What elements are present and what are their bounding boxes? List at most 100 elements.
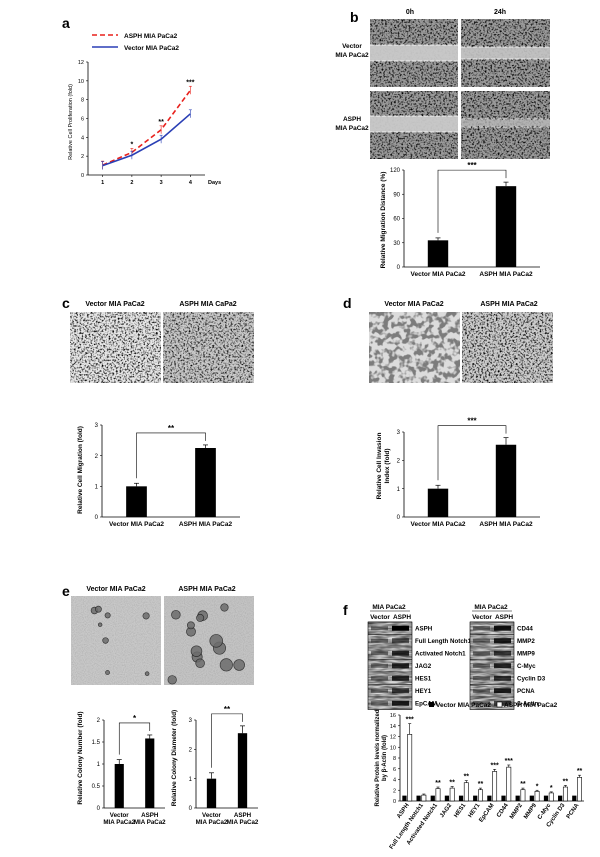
y-tick-label: 90 [393, 192, 400, 198]
colony [220, 603, 229, 612]
y-tick-label: 0 [397, 265, 401, 271]
blot-texture [368, 634, 412, 647]
y-tick-label: 0 [397, 515, 401, 521]
bar [126, 486, 147, 517]
significance-bracket [136, 432, 206, 479]
blot-texture [470, 672, 514, 685]
colony [195, 658, 205, 669]
significance-label: ** [577, 768, 583, 775]
colony [102, 637, 109, 644]
blot-band-asph [392, 663, 409, 669]
y-tick-label: 1 [189, 777, 193, 783]
x-category-label: ASPH [396, 803, 410, 820]
legend-swatch-vector [429, 702, 434, 707]
blot-band-vector [371, 663, 388, 668]
blot-band-asph [392, 638, 409, 644]
y-tick-label: 0 [81, 173, 84, 179]
blot-band-asph [392, 688, 409, 694]
col-header-0h: 0h [406, 9, 414, 16]
y-tick-label: 2 [397, 459, 401, 465]
blot-protein-label: Activated Notch1 [415, 650, 466, 657]
blot-texture [368, 672, 412, 685]
colony [196, 613, 205, 622]
significance-bracket [211, 713, 243, 768]
blot-band-vector [473, 626, 490, 631]
scratch-image-vector-0h [370, 19, 458, 87]
bar-vector [430, 795, 435, 801]
y-tick-label: 30 [393, 241, 400, 247]
colony [97, 622, 103, 627]
bar [427, 488, 449, 517]
blot-band-vector [371, 651, 388, 656]
blot-texture [368, 684, 412, 697]
blot-band-vector [371, 676, 388, 681]
bar-asph [478, 789, 483, 802]
y-axis-label: Relative Protein levels normalized [375, 709, 381, 806]
panel-a: ASPH MIA PaCa2 Vector MIA PaCa2 Relative… [68, 33, 221, 186]
bar-vector [458, 795, 464, 801]
panel-f: MIA PaCa2 Vector ASPH MIA PaCa2 Vector A… [367, 604, 584, 851]
significance-label: *** [467, 161, 477, 170]
bar-asph [520, 789, 526, 802]
significance-bracket [437, 425, 507, 481]
y-tick-label: 120 [390, 168, 401, 174]
significance-label: * [131, 141, 134, 148]
x-category-label: ASPH MIA PaCa2 [179, 521, 233, 528]
x-category-label: HEY1 [468, 802, 482, 819]
row-label-asph-line2: MIA PaCa2 [335, 125, 369, 132]
bar [495, 444, 517, 517]
blot-protein-label: HEY1 [415, 688, 432, 695]
significance-label: * [536, 783, 539, 790]
y-tick-label: 3 [95, 423, 99, 429]
y-tick-label: 12 [78, 60, 84, 66]
panel-letter-e: e [62, 583, 70, 599]
bar [427, 240, 449, 267]
lane-label-vector-right: Vector [472, 614, 492, 621]
image-title-asph: ASPH MIA PaCa2 [480, 301, 537, 308]
x-category-label: ASPH [141, 812, 159, 819]
bar-vector [487, 795, 492, 801]
blot-protein-label: PCNA [517, 688, 535, 695]
x-category-label: Vector [202, 812, 222, 819]
blot-texture [470, 697, 514, 710]
legend-label-asph: ASPH MIA PaCa2 [124, 33, 178, 40]
panel-letter-c: c [62, 295, 70, 311]
y-axis-label-line2: Index (fold) [384, 448, 391, 483]
bar-vector [402, 795, 407, 801]
panel-d: Vector MIA PaCa2 ASPH MIA PaCa2 Relative… [369, 301, 553, 528]
x-category-label: MIA PaCa2 [227, 819, 259, 826]
panel-c: Vector MIA PaCa2 ASPH MIA CaPa2 Relative… [70, 301, 254, 528]
bar [114, 764, 124, 808]
significance-label: ** [449, 779, 455, 786]
western-blots: ASPH Full Length Notch1 Activated Notch1 JA… [367, 621, 546, 710]
colony [95, 605, 102, 613]
significance-bracket [437, 169, 507, 233]
bar-vector [529, 795, 534, 801]
blot-band-vector [473, 701, 490, 706]
panel-b: 0h 24h Vector MIA PaCa2 ASPH MIA PaCa2 [335, 9, 550, 278]
blot-protein-label: β-Actin [517, 700, 539, 707]
blot-protein-label: Full Length Notch1 [415, 638, 472, 645]
colony [186, 621, 195, 630]
significance-label: *** [505, 758, 513, 765]
blot-band-asph [392, 650, 409, 656]
significance-label: ** [563, 778, 569, 785]
significance-label: ** [158, 119, 164, 126]
blot-band-asph [494, 650, 511, 656]
blot-protein-label: EpCAM [415, 700, 437, 707]
blot-band-asph [392, 700, 409, 706]
legend-label-vector: Vector MIA PaCa2 [436, 702, 491, 709]
scratch-image-asph-0h [370, 91, 458, 159]
blot-band-vector [371, 688, 388, 693]
colony-image-asph [164, 596, 254, 685]
blot-band-asph [494, 688, 511, 694]
y-tick-label: 4 [393, 778, 396, 784]
y-tick-label: 16 [390, 713, 396, 719]
x-category-label: ASPH [234, 812, 252, 819]
x-category-label: CD44 [496, 802, 510, 819]
blot-band-asph [392, 625, 409, 631]
y-tick-label: 0 [189, 806, 193, 812]
significance-label: *** [491, 762, 499, 769]
